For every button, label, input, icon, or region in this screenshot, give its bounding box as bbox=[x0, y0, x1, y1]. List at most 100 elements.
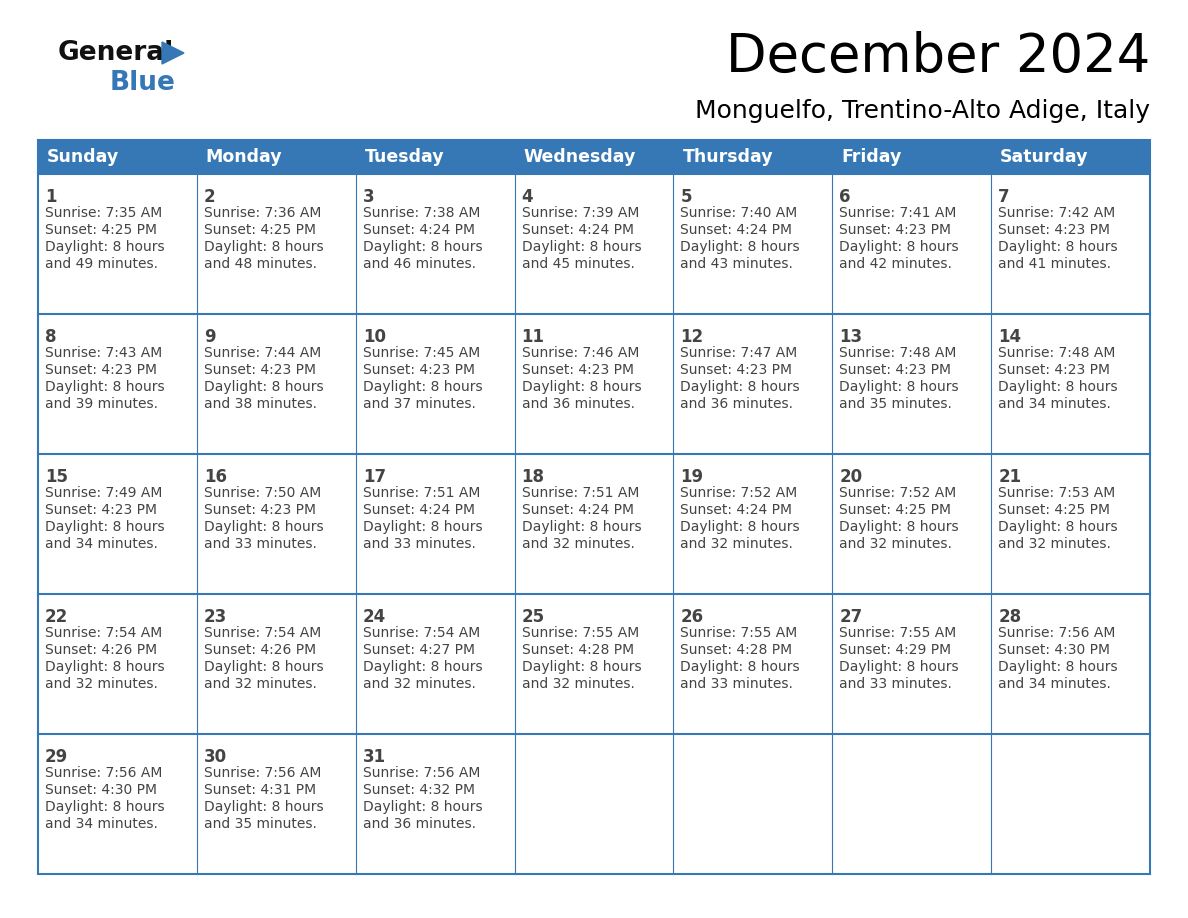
Bar bbox=[38, 140, 197, 174]
Text: Daylight: 8 hours: Daylight: 8 hours bbox=[522, 660, 642, 674]
Text: Sunrise: 7:39 AM: Sunrise: 7:39 AM bbox=[522, 206, 639, 220]
Text: and 34 minutes.: and 34 minutes. bbox=[998, 397, 1111, 411]
Bar bbox=[674, 140, 833, 174]
Text: Sunset: 4:29 PM: Sunset: 4:29 PM bbox=[839, 643, 952, 657]
Text: Sunset: 4:23 PM: Sunset: 4:23 PM bbox=[998, 363, 1110, 377]
Text: Daylight: 8 hours: Daylight: 8 hours bbox=[45, 660, 165, 674]
Bar bbox=[197, 174, 355, 314]
Text: 13: 13 bbox=[839, 328, 862, 346]
Text: Sunrise: 7:48 AM: Sunrise: 7:48 AM bbox=[839, 346, 956, 360]
Text: Daylight: 8 hours: Daylight: 8 hours bbox=[204, 380, 323, 394]
Text: Sunrise: 7:54 AM: Sunrise: 7:54 AM bbox=[362, 626, 480, 640]
Text: Sunrise: 7:54 AM: Sunrise: 7:54 AM bbox=[204, 626, 321, 640]
Text: Daylight: 8 hours: Daylight: 8 hours bbox=[998, 240, 1118, 254]
Text: Daylight: 8 hours: Daylight: 8 hours bbox=[839, 380, 959, 394]
Text: and 32 minutes.: and 32 minutes. bbox=[522, 537, 634, 551]
Text: Daylight: 8 hours: Daylight: 8 hours bbox=[204, 240, 323, 254]
Text: and 32 minutes.: and 32 minutes. bbox=[681, 537, 794, 551]
Text: Sunset: 4:24 PM: Sunset: 4:24 PM bbox=[362, 223, 475, 237]
Text: 31: 31 bbox=[362, 748, 386, 766]
Text: Sunset: 4:23 PM: Sunset: 4:23 PM bbox=[839, 363, 952, 377]
Text: Daylight: 8 hours: Daylight: 8 hours bbox=[839, 660, 959, 674]
Text: and 33 minutes.: and 33 minutes. bbox=[204, 537, 317, 551]
Text: Daylight: 8 hours: Daylight: 8 hours bbox=[681, 520, 800, 534]
Text: 20: 20 bbox=[839, 468, 862, 486]
Text: 17: 17 bbox=[362, 468, 386, 486]
Bar bbox=[38, 454, 197, 594]
Text: Sunrise: 7:51 AM: Sunrise: 7:51 AM bbox=[522, 486, 639, 500]
Text: Wednesday: Wednesday bbox=[524, 148, 636, 166]
Text: Daylight: 8 hours: Daylight: 8 hours bbox=[839, 240, 959, 254]
Bar bbox=[833, 454, 991, 594]
Text: Friday: Friday bbox=[841, 148, 902, 166]
Text: and 49 minutes.: and 49 minutes. bbox=[45, 257, 158, 271]
Text: 7: 7 bbox=[998, 188, 1010, 206]
Bar bbox=[355, 314, 514, 454]
Text: 5: 5 bbox=[681, 188, 691, 206]
Bar bbox=[197, 454, 355, 594]
Text: and 42 minutes.: and 42 minutes. bbox=[839, 257, 952, 271]
Bar bbox=[514, 734, 674, 874]
Text: Sunrise: 7:49 AM: Sunrise: 7:49 AM bbox=[45, 486, 163, 500]
Bar bbox=[38, 174, 197, 314]
Text: and 33 minutes.: and 33 minutes. bbox=[362, 537, 475, 551]
Text: Daylight: 8 hours: Daylight: 8 hours bbox=[204, 660, 323, 674]
Text: Sunset: 4:23 PM: Sunset: 4:23 PM bbox=[839, 223, 952, 237]
Text: Sunrise: 7:56 AM: Sunrise: 7:56 AM bbox=[204, 766, 321, 780]
Bar bbox=[514, 454, 674, 594]
Text: Sunset: 4:26 PM: Sunset: 4:26 PM bbox=[204, 643, 316, 657]
Text: Daylight: 8 hours: Daylight: 8 hours bbox=[204, 800, 323, 814]
Text: Sunset: 4:30 PM: Sunset: 4:30 PM bbox=[45, 783, 157, 797]
Text: 29: 29 bbox=[45, 748, 68, 766]
Bar bbox=[514, 314, 674, 454]
Bar bbox=[833, 314, 991, 454]
Text: Sunrise: 7:48 AM: Sunrise: 7:48 AM bbox=[998, 346, 1116, 360]
Text: and 32 minutes.: and 32 minutes. bbox=[839, 537, 952, 551]
Text: and 32 minutes.: and 32 minutes. bbox=[522, 677, 634, 691]
Bar bbox=[833, 140, 991, 174]
Text: 28: 28 bbox=[998, 608, 1022, 626]
Bar bbox=[514, 174, 674, 314]
Text: 27: 27 bbox=[839, 608, 862, 626]
Text: Sunrise: 7:52 AM: Sunrise: 7:52 AM bbox=[839, 486, 956, 500]
Polygon shape bbox=[162, 42, 184, 64]
Text: Daylight: 8 hours: Daylight: 8 hours bbox=[45, 800, 165, 814]
Bar bbox=[674, 174, 833, 314]
Text: 12: 12 bbox=[681, 328, 703, 346]
Text: Sunrise: 7:44 AM: Sunrise: 7:44 AM bbox=[204, 346, 321, 360]
Text: and 39 minutes.: and 39 minutes. bbox=[45, 397, 158, 411]
Text: Sunset: 4:23 PM: Sunset: 4:23 PM bbox=[522, 363, 633, 377]
Text: Daylight: 8 hours: Daylight: 8 hours bbox=[45, 380, 165, 394]
Bar bbox=[674, 594, 833, 734]
Text: Daylight: 8 hours: Daylight: 8 hours bbox=[362, 520, 482, 534]
Text: Sunday: Sunday bbox=[48, 148, 119, 166]
Text: Sunrise: 7:55 AM: Sunrise: 7:55 AM bbox=[522, 626, 639, 640]
Text: and 32 minutes.: and 32 minutes. bbox=[362, 677, 475, 691]
Text: Sunset: 4:24 PM: Sunset: 4:24 PM bbox=[522, 223, 633, 237]
Text: Sunrise: 7:35 AM: Sunrise: 7:35 AM bbox=[45, 206, 163, 220]
Text: Sunrise: 7:42 AM: Sunrise: 7:42 AM bbox=[998, 206, 1116, 220]
Text: and 45 minutes.: and 45 minutes. bbox=[522, 257, 634, 271]
Text: 4: 4 bbox=[522, 188, 533, 206]
Bar bbox=[38, 734, 197, 874]
Text: Daylight: 8 hours: Daylight: 8 hours bbox=[522, 520, 642, 534]
Text: Sunset: 4:24 PM: Sunset: 4:24 PM bbox=[362, 503, 475, 517]
Text: Sunrise: 7:46 AM: Sunrise: 7:46 AM bbox=[522, 346, 639, 360]
Text: Tuesday: Tuesday bbox=[365, 148, 444, 166]
Text: Daylight: 8 hours: Daylight: 8 hours bbox=[998, 660, 1118, 674]
Text: 21: 21 bbox=[998, 468, 1022, 486]
Text: and 36 minutes.: and 36 minutes. bbox=[681, 397, 794, 411]
Text: Daylight: 8 hours: Daylight: 8 hours bbox=[204, 520, 323, 534]
Text: Sunset: 4:30 PM: Sunset: 4:30 PM bbox=[998, 643, 1110, 657]
Bar bbox=[197, 140, 355, 174]
Text: Sunset: 4:25 PM: Sunset: 4:25 PM bbox=[45, 223, 157, 237]
Text: Sunset: 4:23 PM: Sunset: 4:23 PM bbox=[681, 363, 792, 377]
Text: and 46 minutes.: and 46 minutes. bbox=[362, 257, 475, 271]
Text: 3: 3 bbox=[362, 188, 374, 206]
Bar bbox=[514, 594, 674, 734]
Text: Sunset: 4:25 PM: Sunset: 4:25 PM bbox=[998, 503, 1110, 517]
Text: and 34 minutes.: and 34 minutes. bbox=[45, 537, 158, 551]
Text: Sunrise: 7:55 AM: Sunrise: 7:55 AM bbox=[681, 626, 797, 640]
Text: Sunrise: 7:56 AM: Sunrise: 7:56 AM bbox=[45, 766, 163, 780]
Text: 9: 9 bbox=[204, 328, 215, 346]
